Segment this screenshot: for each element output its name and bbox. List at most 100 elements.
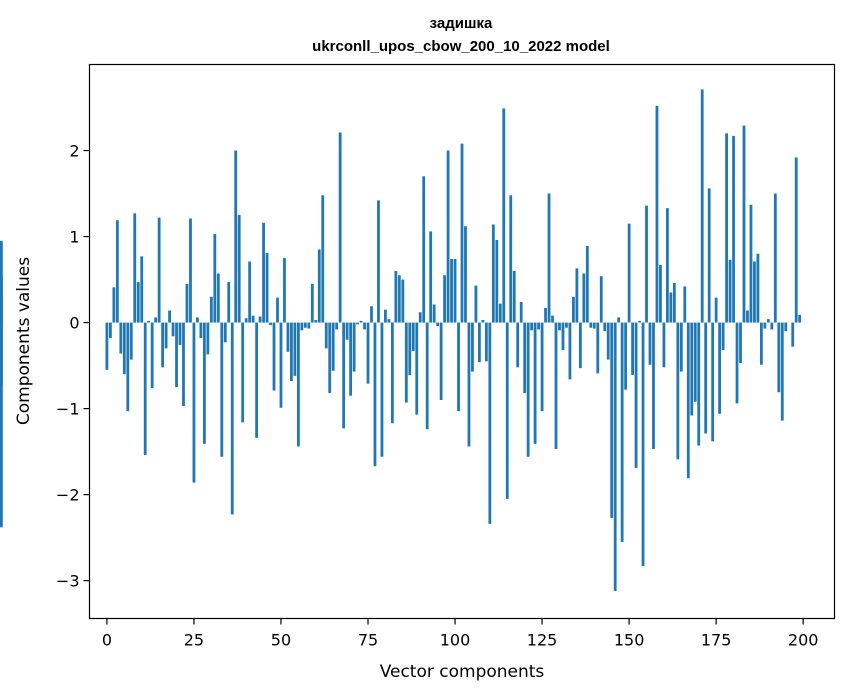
bar	[648, 322, 652, 365]
bar	[373, 322, 377, 467]
bar	[133, 213, 137, 323]
bar	[377, 200, 380, 323]
bar	[516, 322, 520, 368]
bar	[453, 258, 457, 323]
bar	[672, 283, 676, 323]
bar	[749, 204, 753, 323]
bar	[488, 322, 492, 524]
bar	[157, 217, 161, 323]
bar	[613, 322, 617, 591]
bar	[773, 193, 777, 323]
bar	[766, 319, 770, 323]
y-axis-ticks: −3 −2 −1 0 1 2	[56, 142, 90, 591]
bar	[450, 258, 453, 323]
bar	[0, 322, 3, 387]
bar	[272, 322, 276, 391]
x-tick-label: 175	[701, 631, 732, 650]
bar	[196, 317, 199, 323]
bar	[777, 322, 781, 393]
bar	[686, 322, 690, 479]
bar	[714, 297, 718, 323]
bar	[283, 258, 286, 323]
bar	[502, 108, 506, 323]
bar	[676, 322, 680, 460]
bar	[140, 256, 144, 323]
bar	[307, 322, 311, 329]
bar	[143, 322, 147, 456]
bar	[683, 286, 687, 323]
bar	[725, 133, 728, 323]
x-axis-label: Vector components	[380, 662, 545, 682]
bar	[276, 297, 279, 323]
bar	[422, 176, 426, 323]
bar	[126, 322, 130, 412]
bar	[554, 322, 558, 450]
bar	[756, 253, 760, 323]
y-tick-label: 2	[69, 142, 79, 161]
bar	[794, 157, 798, 323]
bar	[645, 205, 648, 323]
bar	[624, 322, 628, 390]
bar	[387, 319, 391, 323]
bar	[241, 322, 245, 423]
bar	[136, 282, 140, 323]
bar	[585, 246, 589, 323]
bar	[530, 322, 534, 331]
bar	[631, 322, 634, 376]
bar	[384, 309, 387, 323]
y-tick-label: 0	[69, 314, 79, 333]
bar	[478, 322, 481, 363]
bar	[460, 143, 464, 323]
bar	[735, 322, 739, 404]
bar	[366, 322, 370, 384]
bars-group	[0, 89, 802, 591]
bar	[638, 320, 641, 323]
bar	[109, 322, 112, 339]
bar	[690, 322, 694, 416]
bar	[178, 322, 182, 345]
bar	[171, 322, 175, 337]
x-tick-label: 100	[440, 631, 471, 650]
bar	[237, 215, 241, 323]
bar	[227, 282, 231, 323]
bar	[512, 270, 516, 323]
bar	[112, 287, 116, 323]
bar	[317, 249, 321, 323]
bar	[798, 314, 802, 323]
bar	[209, 296, 213, 323]
bar	[780, 322, 784, 421]
bar	[565, 322, 568, 328]
bar	[693, 322, 697, 402]
x-tick-label: 125	[527, 631, 558, 650]
bar	[230, 322, 234, 515]
bar	[739, 322, 742, 363]
bar	[380, 322, 384, 457]
bar	[603, 322, 607, 332]
bar	[286, 322, 290, 352]
bar	[627, 223, 631, 323]
bar	[418, 312, 422, 323]
bar	[711, 322, 715, 442]
bar	[338, 132, 342, 323]
bar	[617, 317, 621, 323]
bar	[390, 322, 394, 424]
bar	[464, 226, 467, 323]
bar	[185, 283, 189, 323]
bar	[474, 285, 478, 323]
bar	[408, 322, 412, 376]
bar	[728, 259, 732, 323]
x-tick-label: 0	[102, 631, 112, 650]
bar	[248, 261, 252, 323]
bar	[439, 322, 443, 400]
bar	[331, 322, 335, 371]
bar	[394, 270, 398, 323]
bar	[397, 275, 401, 323]
bar	[718, 322, 722, 414]
bar	[641, 322, 645, 567]
bar	[526, 322, 530, 457]
bar	[770, 322, 774, 330]
bar	[255, 322, 258, 438]
bar	[303, 322, 307, 328]
bar	[537, 322, 540, 330]
